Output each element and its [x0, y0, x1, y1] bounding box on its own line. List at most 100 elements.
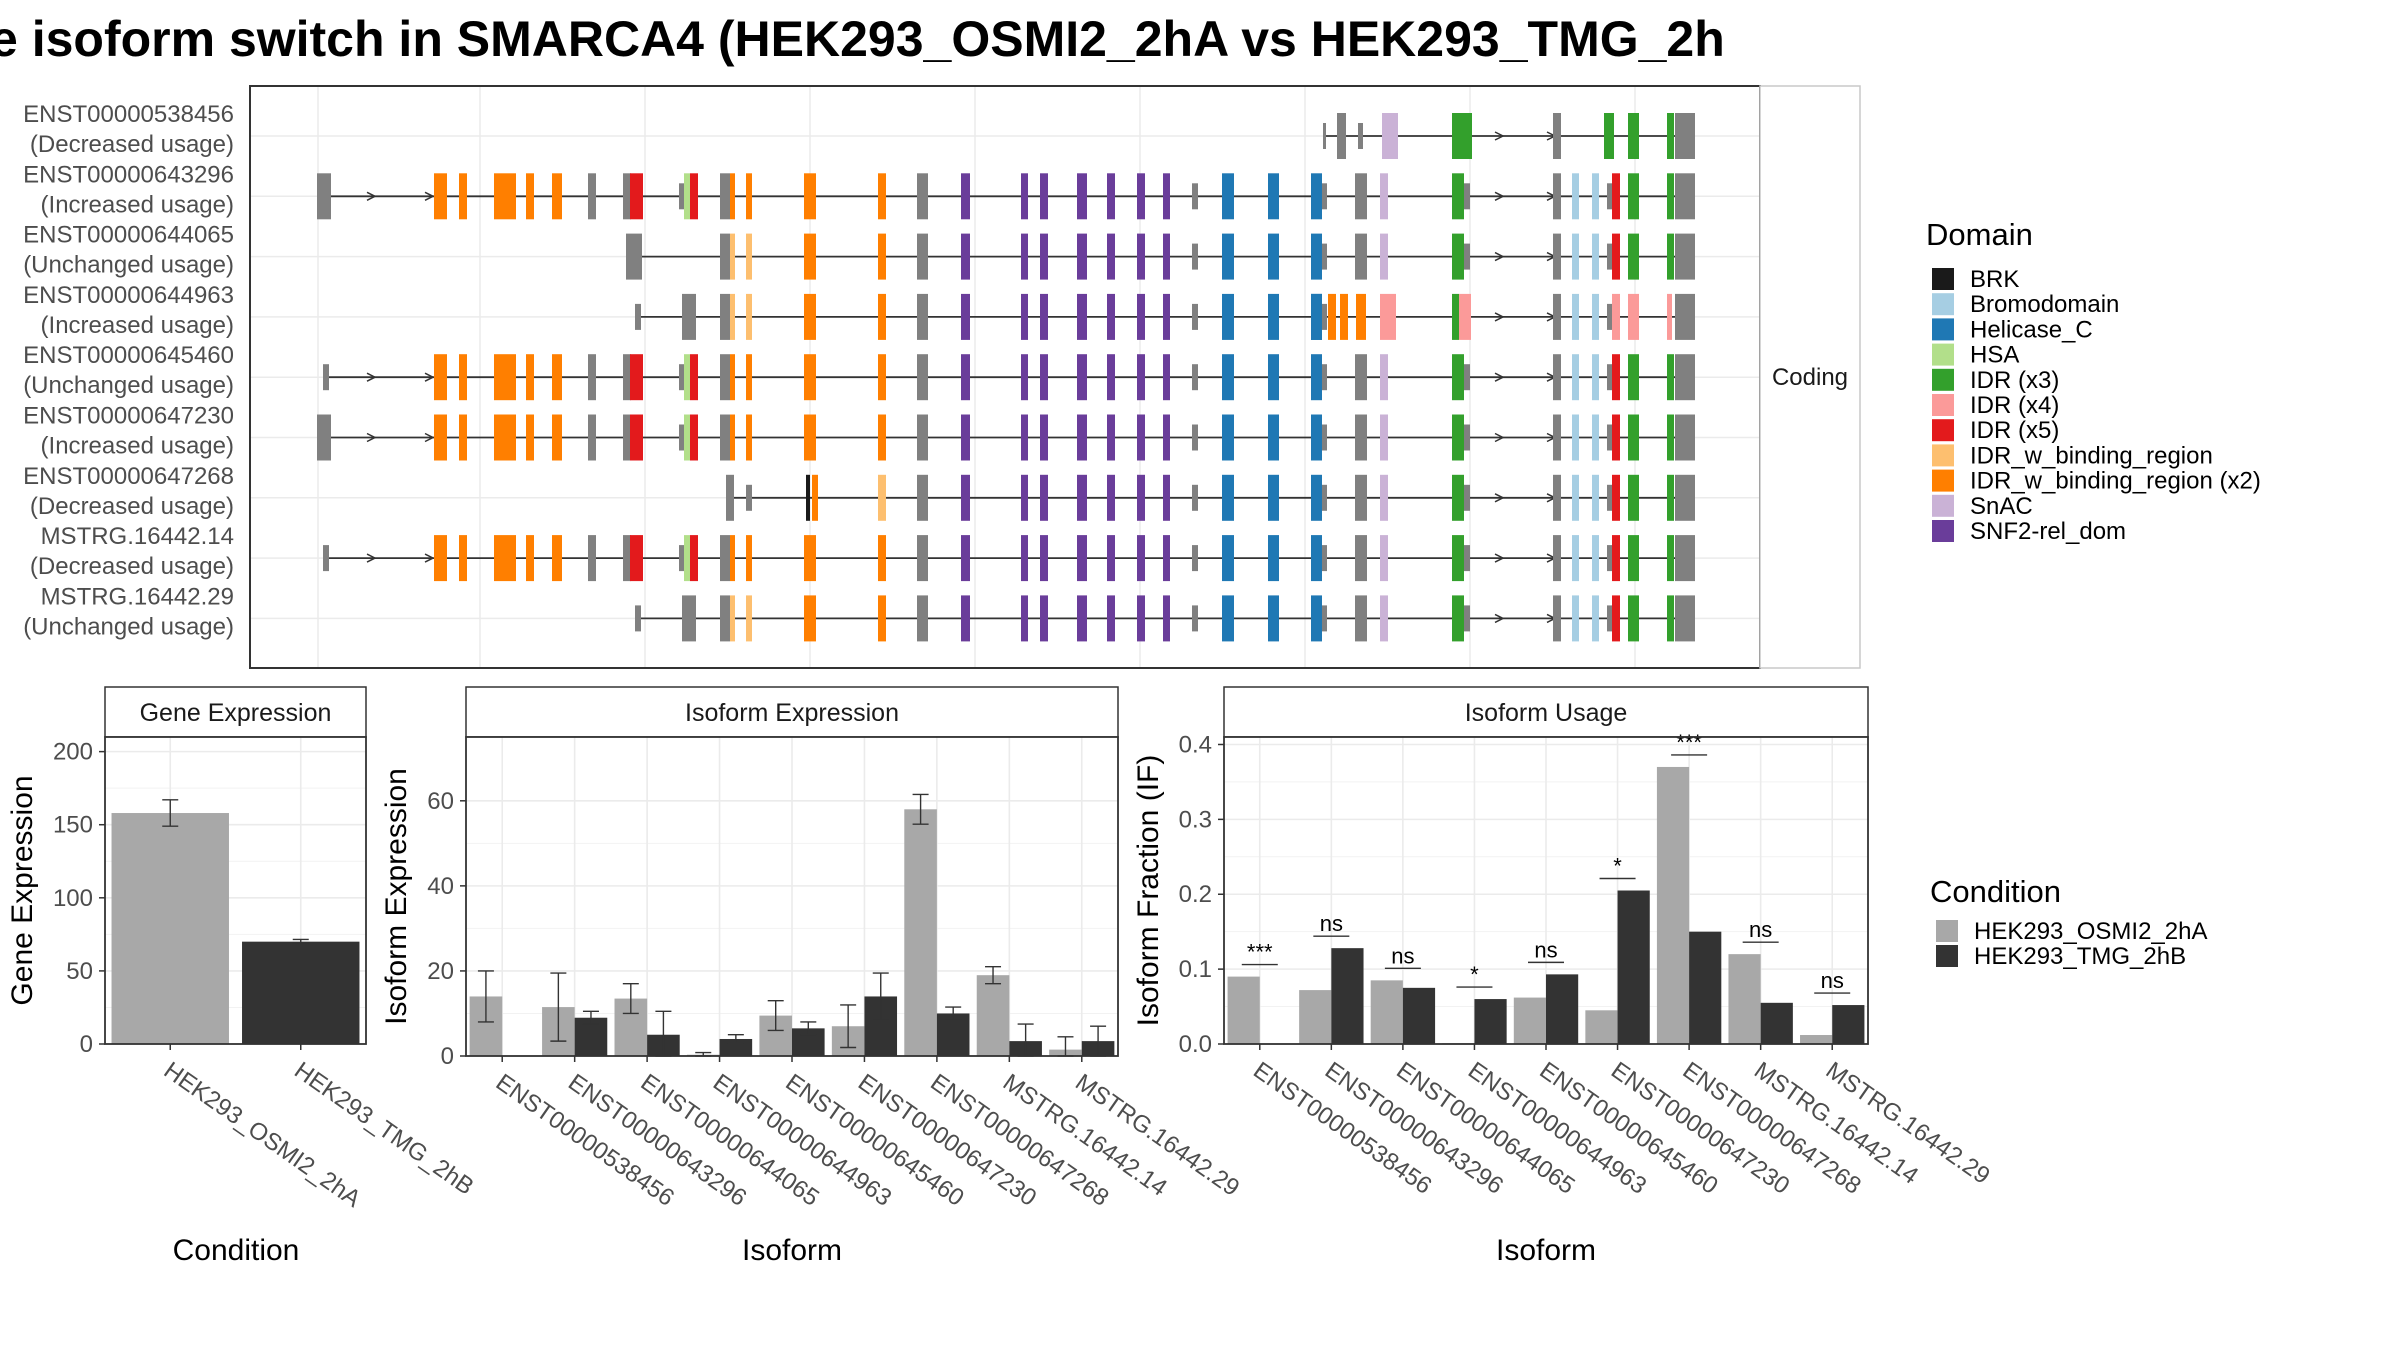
exon	[1021, 173, 1028, 220]
y-tick-label: 0.2	[1179, 881, 1212, 908]
exon	[1311, 474, 1322, 521]
exon	[1311, 354, 1322, 401]
significance-label: ns	[1749, 917, 1772, 942]
legend-key	[1932, 469, 1954, 492]
exon	[494, 414, 516, 461]
bar	[719, 1038, 753, 1056]
exon	[626, 233, 642, 280]
exon	[804, 414, 816, 461]
exon	[720, 233, 730, 280]
exon	[1675, 233, 1695, 280]
bar	[1585, 1010, 1618, 1044]
exon	[1592, 414, 1599, 461]
bar	[1832, 1005, 1865, 1044]
exon	[961, 474, 970, 521]
exon	[1380, 595, 1388, 642]
exon	[526, 173, 534, 220]
exon	[1107, 414, 1115, 461]
exon	[552, 173, 562, 220]
exon	[679, 545, 684, 572]
exon	[1355, 414, 1367, 461]
legend-label: IDR (x5)	[1970, 417, 2059, 444]
exon	[1675, 173, 1695, 220]
exon	[684, 354, 690, 401]
significance-label: *	[1613, 854, 1622, 879]
exon	[635, 303, 641, 330]
exon	[1553, 354, 1561, 401]
exon	[1380, 354, 1388, 401]
exon	[961, 535, 970, 582]
exon	[1137, 354, 1145, 401]
bar	[904, 809, 937, 1056]
exon	[961, 354, 970, 401]
exon	[730, 535, 735, 582]
exon	[1452, 535, 1464, 582]
exon	[1311, 414, 1322, 461]
exon	[1163, 595, 1170, 642]
exon	[746, 354, 752, 401]
exon	[588, 535, 596, 582]
transcript-structure-panel: ENST00000538456 (Decreased usage) ENST0000…	[23, 85, 1861, 669]
exon	[1675, 414, 1695, 461]
exon	[623, 173, 631, 220]
page-title: e isoform switch in SMARCA4 (HEK293_OSMI…	[0, 11, 1725, 67]
exon	[1107, 293, 1115, 340]
exon	[746, 293, 752, 340]
exon	[526, 535, 534, 582]
strand-arrow-icon	[1494, 372, 1505, 382]
y-tick-label: 0.3	[1179, 806, 1212, 833]
legend-label: IDR_w_binding_region (x2)	[1970, 468, 2261, 495]
exon	[1040, 474, 1048, 521]
legend-key	[1936, 920, 1958, 942]
exon	[494, 354, 516, 401]
exon	[1628, 354, 1639, 401]
exon	[684, 414, 690, 461]
exon	[1322, 605, 1327, 632]
exon	[1452, 414, 1464, 461]
exon	[1192, 364, 1198, 391]
exon	[1452, 595, 1464, 642]
exon	[1163, 173, 1170, 220]
exon	[1607, 364, 1612, 391]
bar	[1331, 948, 1364, 1044]
exon	[1675, 113, 1695, 159]
bar	[976, 975, 1010, 1056]
exon	[804, 173, 816, 220]
exon	[690, 173, 698, 220]
exon	[1107, 535, 1115, 582]
exon	[682, 595, 696, 642]
exon	[1464, 545, 1470, 572]
bar	[1689, 931, 1722, 1044]
transcript-row-ENST00000645460	[323, 354, 1695, 401]
exon	[1192, 303, 1198, 330]
exon	[690, 414, 698, 461]
y-axis-label: Gene Expression	[6, 775, 39, 1005]
exon	[1667, 293, 1672, 340]
y-axis-label: Isoform Expression	[380, 768, 413, 1025]
exon	[1572, 173, 1579, 220]
exon	[878, 535, 886, 582]
transcript-status-label: (Unchanged usage)	[23, 252, 234, 279]
exon	[1572, 293, 1579, 340]
transcript-status-label: (Increased usage)	[41, 191, 234, 218]
exon	[682, 293, 696, 340]
exon	[1382, 113, 1398, 159]
exon	[323, 545, 329, 572]
exon	[1137, 173, 1145, 220]
exon	[1222, 474, 1234, 521]
exon	[1107, 173, 1115, 220]
significance-label: ns	[1821, 968, 1844, 993]
exon	[746, 535, 752, 582]
exon	[917, 173, 928, 220]
exon	[1667, 414, 1674, 461]
strand-arrow-icon	[424, 372, 435, 382]
exon	[961, 173, 970, 220]
exon	[459, 535, 467, 582]
domain-legend-title: Domain	[1926, 217, 2033, 252]
exon	[1355, 595, 1367, 642]
panel-strip	[104, 686, 367, 738]
exon	[720, 414, 730, 461]
exon	[726, 474, 734, 521]
exon	[1137, 535, 1145, 582]
